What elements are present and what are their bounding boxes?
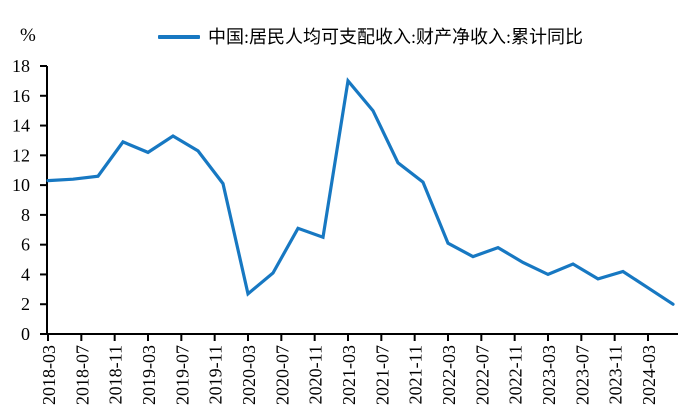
x-tick-label: 2018-07: [72, 345, 92, 405]
y-tick-label: 18: [12, 56, 30, 76]
y-tick-label: 16: [12, 86, 30, 106]
y-tick-label: 6: [21, 235, 30, 255]
x-tick-label: 2024-03: [639, 345, 659, 405]
data-series: [46, 77, 675, 306]
x-tick-label: 2019-11: [206, 345, 226, 404]
x-tick-label: 2020-07: [272, 345, 292, 405]
x-tick-label: 2023-07: [572, 345, 592, 405]
y-tick-label: 10: [12, 175, 30, 195]
x-tick-label: 2021-03: [339, 345, 359, 405]
x-tick-label: 2021-11: [406, 345, 426, 404]
x-tick-label: 2021-07: [372, 345, 392, 405]
x-tick-label: 2022-07: [472, 345, 492, 405]
y-tick-label: 14: [12, 116, 30, 136]
legend: 中国:居民人均可支配收入:财产净收入:累计同比: [158, 27, 583, 47]
y-axis: 0 2 4 6 8 10 12 14 16 18: [12, 56, 48, 344]
x-tick-label: 2022-03: [439, 345, 459, 405]
x-tick-label: 2020-11: [306, 345, 326, 404]
y-tick-label: 0: [21, 324, 30, 344]
y-tick-label: 12: [12, 145, 30, 165]
y-tick-label: 8: [21, 205, 30, 225]
data-line: [46, 77, 675, 306]
x-tick-label: 2020-03: [239, 345, 259, 405]
x-tick-label: 2018-11: [106, 345, 126, 404]
x-axis: 2018-03 2018-07 2018-11 2019-03 2019-07 2019-…: [39, 333, 678, 405]
x-tick-label: 2022-11: [506, 345, 526, 404]
legend-label: 中国:居民人均可支配收入:财产净收入:累计同比: [208, 27, 584, 47]
x-tick-label: 2023-11: [606, 345, 626, 404]
y-tick-label: 2: [21, 294, 30, 314]
x-tick-label: 2019-03: [139, 345, 159, 405]
x-tick-label: 2018-03: [39, 345, 59, 405]
x-tick-label: 2019-07: [172, 345, 192, 405]
y-tick-label: 4: [21, 264, 30, 284]
x-tick-label: 2023-03: [539, 345, 559, 405]
legend-line-swatch: [158, 35, 200, 39]
y-axis-unit-label: %: [20, 25, 36, 46]
